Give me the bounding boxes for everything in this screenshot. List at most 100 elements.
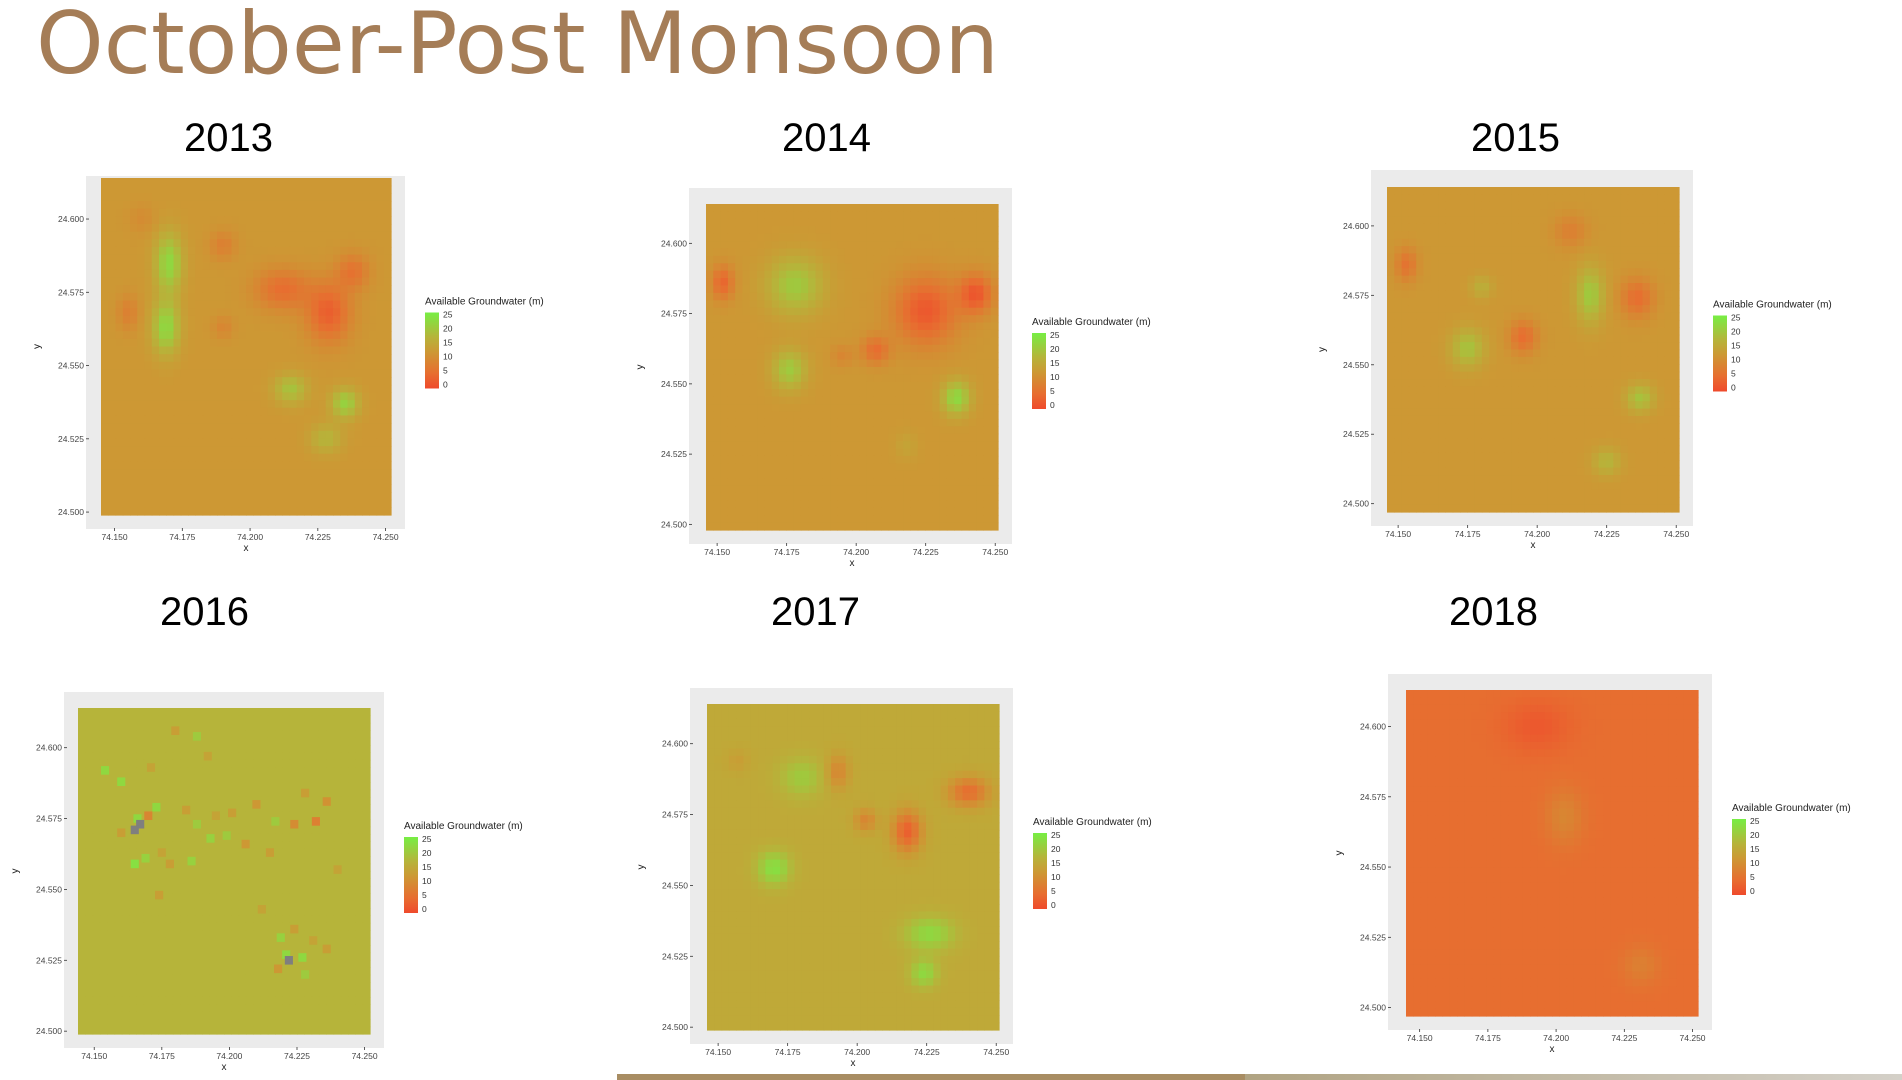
heatmap-cell bbox=[311, 492, 320, 501]
heatmap-cell bbox=[383, 300, 392, 309]
heatmap-cell bbox=[1503, 415, 1512, 424]
heatmap-cell bbox=[1401, 246, 1410, 255]
heatmap-cell bbox=[1394, 253, 1403, 262]
heatmap-cell bbox=[108, 208, 117, 217]
heatmap-cell bbox=[318, 400, 327, 409]
heatmap-cell bbox=[1576, 253, 1585, 262]
heatmap-cell bbox=[180, 446, 189, 455]
heatmap-cell bbox=[1401, 290, 1410, 299]
heatmap-cell bbox=[311, 292, 320, 302]
heatmap-cell bbox=[742, 278, 751, 287]
heatmap-cell bbox=[822, 515, 831, 524]
heatmap-cell bbox=[822, 233, 831, 242]
heatmap-cell bbox=[1496, 393, 1505, 402]
heatmap-cell bbox=[859, 292, 868, 301]
heatmap-cell bbox=[311, 484, 320, 493]
heatmap-cell bbox=[362, 469, 370, 478]
heatmap-cell bbox=[859, 411, 868, 420]
heatmap-cell bbox=[1525, 364, 1534, 373]
heatmap-cell bbox=[166, 185, 175, 194]
heatmap-cell bbox=[866, 218, 875, 227]
heatmap-cell bbox=[822, 359, 831, 368]
heatmap-cell bbox=[246, 392, 254, 401]
heatmap-cell bbox=[720, 263, 729, 272]
heatmap-cell bbox=[383, 292, 392, 302]
heatmap-cell bbox=[859, 218, 868, 227]
heatmap-cell bbox=[217, 285, 225, 294]
heatmap-cell bbox=[151, 308, 160, 317]
heatmap-cell bbox=[830, 307, 838, 316]
heatmap-cell bbox=[881, 367, 890, 376]
heatmap-cell bbox=[706, 411, 714, 420]
heatmap-cell bbox=[130, 292, 138, 302]
heatmap-cell bbox=[289, 331, 298, 340]
heatmap-cell bbox=[903, 418, 911, 427]
heatmap-cell bbox=[764, 418, 773, 427]
heatmap-cell bbox=[296, 315, 305, 325]
heatmap-cell bbox=[932, 448, 941, 457]
heatmap-cell bbox=[159, 331, 167, 340]
heatmap-cell bbox=[1430, 319, 1439, 328]
heatmap-cell bbox=[1416, 187, 1425, 195]
heatmap-cell bbox=[713, 374, 722, 383]
heatmap-cell bbox=[362, 453, 370, 462]
heatmap-cell bbox=[1401, 415, 1410, 424]
heatmap-cell bbox=[844, 218, 853, 227]
heatmap-cell bbox=[217, 308, 225, 317]
heatmap-cell bbox=[1642, 319, 1651, 328]
heatmap-cell bbox=[837, 278, 846, 287]
heatmap-cell bbox=[1635, 209, 1644, 218]
heatmap-cell bbox=[159, 492, 167, 501]
heatmap-cell bbox=[137, 239, 146, 248]
heatmap-cell bbox=[859, 396, 868, 405]
heatmap-cell bbox=[1496, 253, 1505, 262]
heatmap-cell bbox=[311, 415, 320, 424]
heatmap-cell bbox=[1474, 223, 1483, 232]
heatmap-cell bbox=[188, 392, 196, 401]
heatmap-cell bbox=[275, 246, 283, 256]
heatmap-cell bbox=[1408, 423, 1417, 432]
heatmap-cell bbox=[954, 404, 963, 413]
heatmap-cell bbox=[706, 515, 714, 524]
heatmap-cell bbox=[1627, 201, 1636, 210]
heatmap-cell bbox=[713, 396, 722, 405]
heatmap-cell bbox=[1401, 319, 1410, 328]
heatmap-cell bbox=[1430, 209, 1439, 218]
heatmap-cell bbox=[903, 241, 911, 250]
heatmap-cell bbox=[238, 392, 247, 401]
y-tick-label: 24.575 bbox=[58, 287, 84, 297]
heatmap-cell bbox=[793, 492, 802, 501]
heatmap-cell bbox=[180, 384, 189, 394]
heatmap-cell bbox=[946, 204, 955, 213]
heatmap-cell bbox=[376, 300, 385, 309]
heatmap-cell bbox=[151, 407, 160, 417]
heatmap-cell bbox=[1401, 408, 1410, 417]
heatmap-cell bbox=[159, 484, 167, 493]
heatmap-cell bbox=[383, 446, 392, 455]
heatmap-cell bbox=[275, 254, 283, 263]
heatmap-cell bbox=[101, 193, 109, 202]
heatmap-cell bbox=[961, 426, 970, 435]
heatmap-cell bbox=[267, 438, 276, 447]
heatmap-cell bbox=[1562, 334, 1571, 343]
heatmap-cell bbox=[275, 476, 283, 485]
heatmap-cell bbox=[1533, 327, 1541, 336]
slide-title: October-Post Monsoon bbox=[36, 0, 999, 94]
heatmap-cell bbox=[917, 404, 926, 413]
heatmap-cell bbox=[822, 463, 831, 472]
heatmap-cell bbox=[151, 361, 160, 371]
heatmap-cell bbox=[130, 285, 138, 294]
heatmap-cell bbox=[706, 270, 714, 279]
heatmap-cell bbox=[246, 338, 254, 348]
heatmap-cell bbox=[1503, 438, 1512, 447]
heatmap-cell bbox=[1496, 438, 1505, 447]
heatmap-cell bbox=[735, 315, 744, 324]
heatmap-cell bbox=[260, 354, 269, 363]
heatmap-cell bbox=[1408, 364, 1417, 373]
heatmap-cell bbox=[1460, 238, 1468, 247]
heatmap-cell bbox=[347, 269, 356, 279]
heatmap-cell bbox=[852, 433, 860, 442]
heatmap-cell bbox=[376, 423, 385, 432]
heatmap-cell bbox=[749, 426, 758, 435]
heatmap-cell bbox=[130, 453, 138, 462]
